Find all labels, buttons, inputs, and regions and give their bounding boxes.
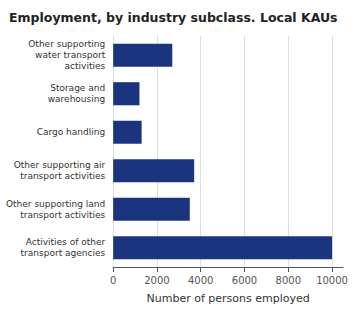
svg-text:transport activities: transport activities (20, 210, 105, 220)
svg-text:6000: 6000 (232, 275, 257, 286)
svg-text:4000: 4000 (188, 275, 213, 286)
svg-text:Employment, by industry subcla: Employment, by industry subclass. Local … (9, 10, 338, 25)
svg-text:8000: 8000 (276, 275, 301, 286)
svg-text:Activities of other: Activities of other (26, 237, 106, 247)
svg-text:warehousing: warehousing (48, 94, 105, 104)
svg-text:Other supporting air: Other supporting air (14, 160, 106, 170)
svg-text:0: 0 (110, 275, 116, 286)
svg-text:Storage and: Storage and (50, 83, 105, 93)
svg-text:water transport: water transport (35, 50, 106, 60)
svg-text:Cargo handling: Cargo handling (37, 127, 105, 137)
svg-text:2000: 2000 (144, 275, 169, 286)
svg-text:10000: 10000 (316, 275, 348, 286)
svg-text:Other supporting land: Other supporting land (6, 199, 105, 209)
svg-text:Number of persons employed: Number of persons employed (146, 292, 309, 305)
svg-text:transport activities: transport activities (20, 171, 105, 181)
svg-text:Other supporting: Other supporting (28, 39, 105, 49)
svg-text:transport agencies: transport agencies (21, 248, 106, 258)
svg-text:activities: activities (65, 61, 106, 71)
